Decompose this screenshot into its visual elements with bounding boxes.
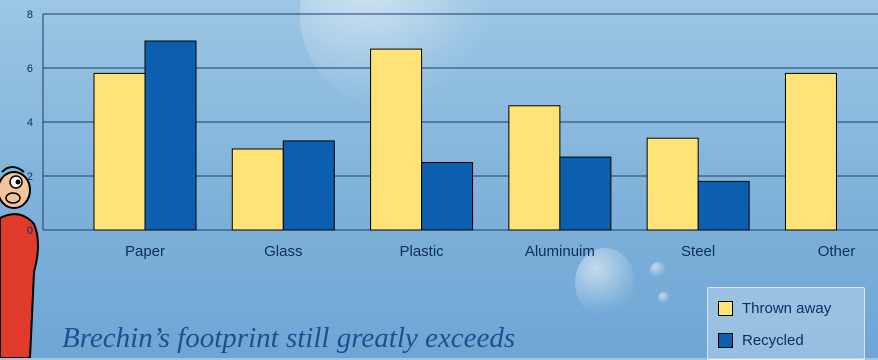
- y-tick-label: 6: [27, 63, 33, 75]
- legend-item-thrown-away: Thrown away: [718, 300, 831, 317]
- bars: [93, 40, 837, 231]
- background-bubble: [650, 262, 666, 278]
- bar-thrown-away: [93, 72, 146, 231]
- y-tick-label: 8: [27, 9, 33, 21]
- bar-recycled: [421, 162, 474, 231]
- x-tick-label: Paper: [125, 243, 165, 260]
- legend: Thrown away Recycled: [707, 287, 865, 360]
- y-tick-label: 4: [27, 117, 33, 129]
- caption-text: Brechin’s footprint still greatly exceed…: [62, 322, 516, 354]
- bar-recycled: [559, 156, 612, 231]
- mascot-illustration: [0, 166, 39, 358]
- bar-thrown-away: [646, 137, 699, 231]
- legend-swatch-thrown-away: [718, 301, 733, 316]
- bar-recycled: [697, 180, 750, 231]
- bar-recycled: [282, 140, 335, 231]
- x-tick-label: Other: [818, 243, 856, 260]
- bar-thrown-away: [784, 72, 837, 231]
- legend-item-recycled: Recycled: [718, 332, 804, 349]
- x-tick-label: Plastic: [399, 243, 444, 260]
- legend-label-thrown-away: Thrown away: [742, 300, 832, 317]
- x-tick-label: Steel: [681, 243, 715, 260]
- background-bubble: [575, 248, 635, 318]
- y-tick-label: 2: [27, 171, 33, 183]
- x-tick-label: Glass: [264, 243, 302, 260]
- x-tick-label: Aluminuim: [525, 243, 595, 260]
- legend-label-recycled: Recycled: [742, 332, 804, 349]
- bar-thrown-away: [370, 48, 423, 231]
- y-tick-label: 0: [27, 225, 33, 237]
- legend-swatch-recycled: [718, 333, 733, 348]
- bar-recycled: [144, 40, 197, 231]
- bar-thrown-away: [231, 148, 284, 231]
- x-axis-labels: Paper Glass Plastic Aluminuim Steel Other: [125, 243, 855, 260]
- bar-chart: 0 2 4 6 8 Paper Glass Plastic Aluminuim Steel Oth…: [27, 9, 878, 260]
- bar-thrown-away: [508, 105, 561, 231]
- background-bubble: [658, 292, 670, 304]
- y-axis: 0 2 4 6 8: [27, 9, 44, 237]
